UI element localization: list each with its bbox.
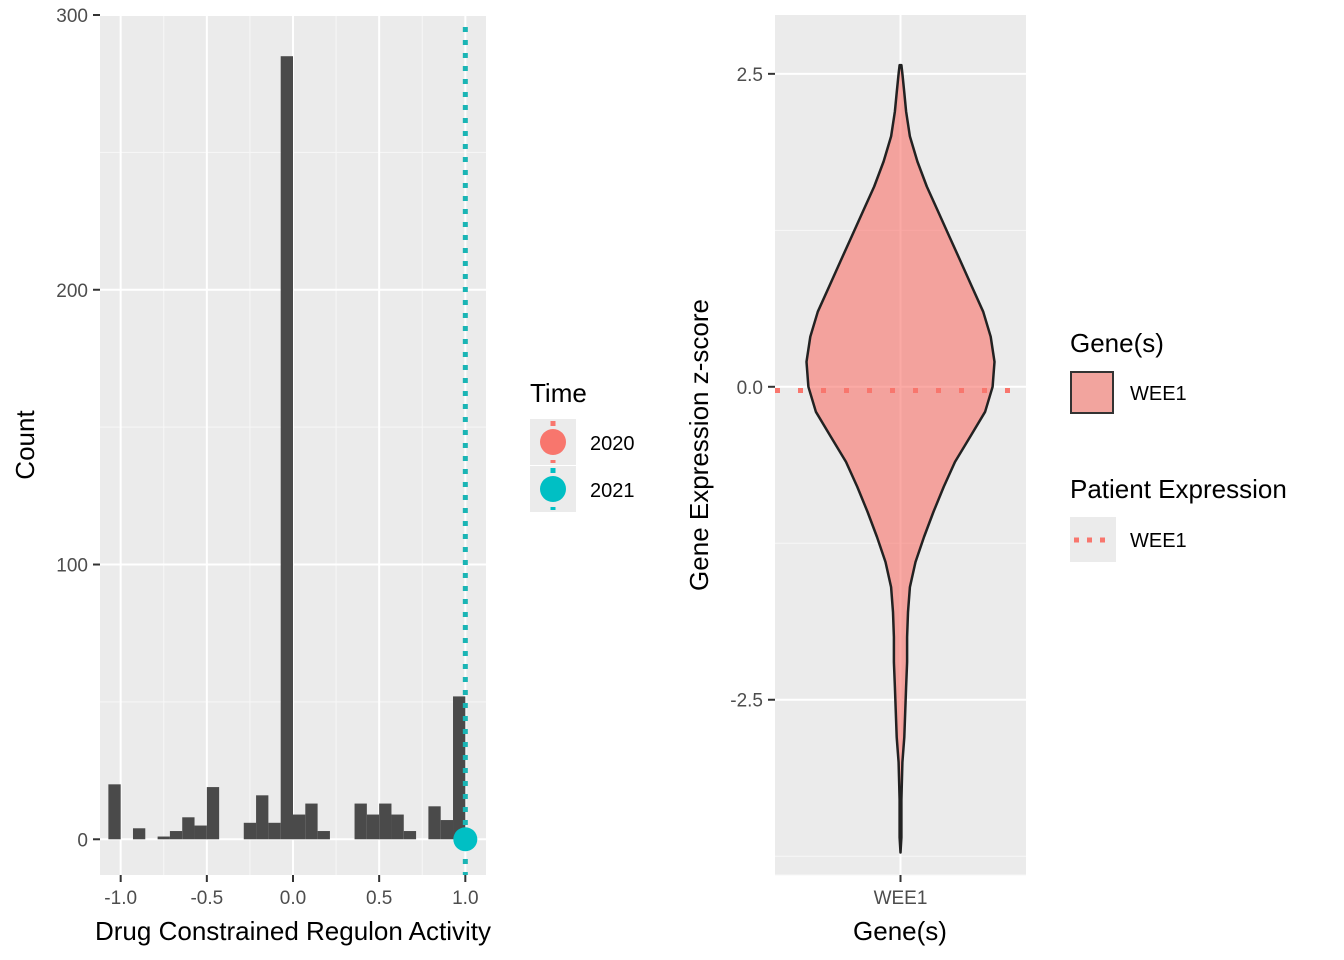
histogram-bar (194, 825, 207, 840)
x-tick-label: 0.5 (366, 888, 392, 909)
gene-legend-title: Gene(s) (1070, 328, 1164, 358)
histogram-bar (428, 806, 441, 840)
histogram-bar (268, 822, 281, 840)
time-legend-dot (540, 429, 566, 455)
histogram-panel: -1.0 -0.5 0.0 0.5 1.0 0 100 200 300 Drug Constr… (10, 6, 491, 946)
time-legend-dot (540, 476, 566, 502)
y-tick-label: 200 (56, 281, 88, 302)
histogram-bar (293, 814, 306, 840)
histogram-bar (305, 803, 318, 840)
y-tick-label: 0.0 (737, 378, 763, 399)
x-tick-label: -1.0 (104, 888, 137, 909)
y-tick-label: 300 (56, 6, 88, 27)
violin-x-ticks: WEE1 (874, 875, 928, 909)
histogram-points (453, 827, 478, 852)
time-legend-title: Time (530, 378, 587, 408)
histogram-bars (108, 56, 466, 840)
gene-legend-key (1070, 371, 1114, 414)
time-legend-label: 2020 (590, 433, 635, 455)
histogram-bar (379, 803, 392, 840)
x-tick-label: 0.0 (280, 888, 306, 909)
gene-legend-label: WEE1 (1130, 383, 1187, 405)
patient-expression-legend: Patient Expression WEE1 (1070, 474, 1287, 562)
gene-legend: Gene(s) WEE1 (1070, 328, 1187, 414)
histogram-bar (453, 696, 466, 840)
violin-x-axis-title: Gene(s) (853, 916, 947, 946)
histogram-y-axis-title: Count (10, 410, 40, 480)
histogram-bar (354, 803, 367, 840)
patient-expression-legend-label: WEE1 (1130, 530, 1187, 552)
histogram-x-axis-title: Drug Constrained Regulon Activity (95, 916, 491, 946)
x-tick-label: WEE1 (874, 888, 928, 909)
y-tick-label: -2.5 (730, 691, 763, 712)
x-tick-label: 1.0 (452, 888, 478, 909)
histogram-bar (440, 820, 454, 840)
histogram-bar (403, 831, 417, 840)
histogram-bar (206, 787, 220, 840)
x-tick-label: -0.5 (190, 888, 223, 909)
violin-y-axis-title: Gene Expression z-score (684, 299, 714, 591)
time-legend: Time 2020 2021 (530, 378, 635, 512)
y-tick-label: 100 (56, 556, 88, 577)
y-tick-label: 2.5 (737, 65, 763, 86)
time-legend-entries: 2020 2021 (530, 419, 635, 512)
histogram-bar (182, 817, 195, 840)
histogram-bar (256, 795, 269, 840)
histogram-bar (366, 814, 380, 840)
violin-shape-group (805, 63, 996, 854)
patient-expression-legend-title: Patient Expression (1070, 474, 1287, 504)
histogram-bar (280, 56, 293, 840)
violin-panel: WEE1 -2.5 0.0 2.5 Gene(s) Gene Expression … (684, 15, 1026, 946)
histogram-bar (157, 836, 170, 840)
data-point-2021 (453, 827, 478, 852)
histogram-bar (169, 831, 183, 840)
histogram-x-ticks: -1.0 -0.5 0.0 0.5 1.0 (104, 875, 479, 909)
histogram-bar (108, 784, 121, 840)
histogram-bar (317, 831, 330, 840)
y-tick-label: 0 (77, 830, 88, 851)
histogram-y-ticks: 0 100 200 300 (56, 6, 100, 851)
time-legend-label: 2021 (590, 480, 635, 502)
histogram-bar (132, 828, 146, 840)
histogram-bar (391, 814, 404, 840)
histogram-bar (243, 822, 257, 840)
violin-shape (805, 63, 996, 854)
violin-y-ticks: -2.5 0.0 2.5 (730, 65, 775, 712)
